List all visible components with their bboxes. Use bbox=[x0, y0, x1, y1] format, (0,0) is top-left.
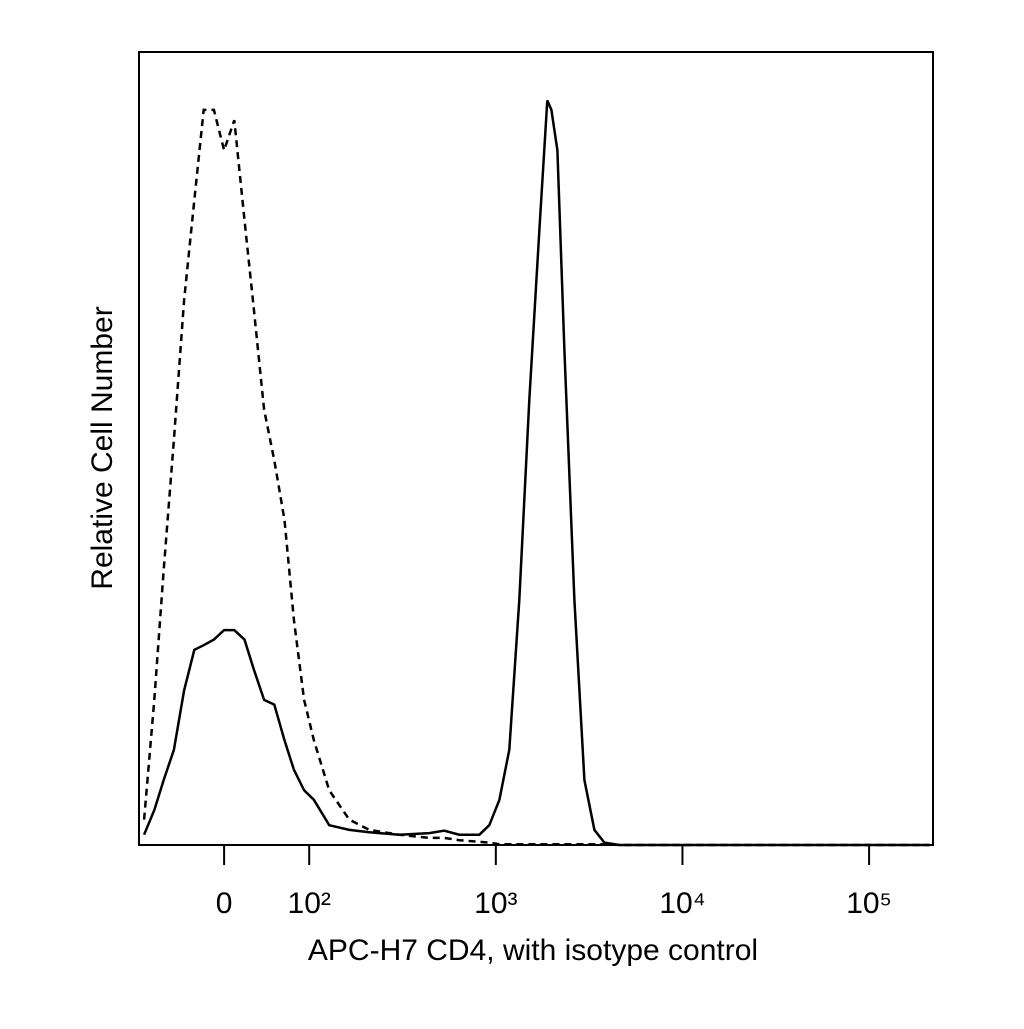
x-tick-label: 10⁴ bbox=[659, 887, 705, 920]
x-tick-label: 10² bbox=[288, 887, 331, 920]
x-axis-title: APC-H7 CD4, with isotype control bbox=[308, 934, 758, 967]
x-tick-label: 10⁵ bbox=[846, 887, 892, 920]
y-axis-title: Relative Cell Number bbox=[86, 306, 119, 589]
x-tick-label: 10³ bbox=[474, 887, 517, 920]
histogram-line bbox=[142, 99, 930, 847]
histogram-line bbox=[142, 108, 930, 847]
plot-frame bbox=[138, 51, 934, 846]
x-tick-label: 0 bbox=[216, 887, 233, 920]
